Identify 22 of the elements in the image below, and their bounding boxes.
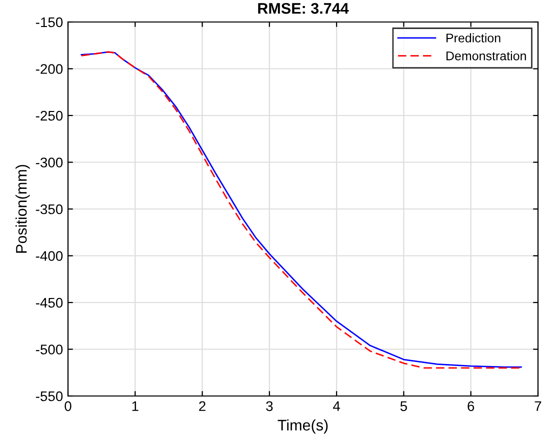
y-tick-label: -400 xyxy=(36,251,63,261)
legend-label: Prediction xyxy=(446,33,500,42)
y-tick-label: -200 xyxy=(36,64,63,74)
y-tick-label: -550 xyxy=(36,391,63,402)
chart-title: RMSE: 3.744 xyxy=(258,3,349,14)
y-tick-label: -250 xyxy=(36,110,63,121)
y-tick-label: -450 xyxy=(36,298,63,308)
x-tick-label: 5 xyxy=(400,401,407,412)
y-tick-label: -150 xyxy=(36,17,63,28)
x-tick-label: 7 xyxy=(534,401,542,411)
x-tick-label: 2 xyxy=(199,401,206,411)
y-axis-title: Position(mm) xyxy=(16,164,30,253)
legend-label: Demonstration xyxy=(446,51,526,60)
y-tick-label: -300 xyxy=(36,158,63,168)
x-tick-label: 0 xyxy=(64,401,72,412)
y-tick-label: -500 xyxy=(36,344,63,354)
x-axis-title: Time(s) xyxy=(278,419,328,434)
x-tick-label: 4 xyxy=(333,401,340,411)
x-tick-label: 6 xyxy=(468,401,474,412)
x-tick-label: 3 xyxy=(266,401,273,412)
x-tick-label: 1 xyxy=(132,401,138,411)
y-tick-label: -350 xyxy=(36,204,63,214)
